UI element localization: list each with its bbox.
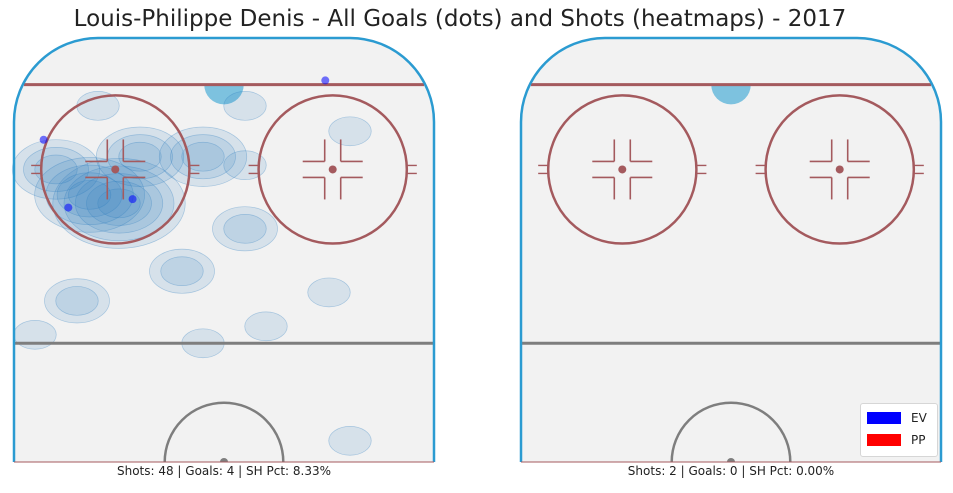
shot-density-contour <box>244 311 288 342</box>
legend-swatch-ev <box>867 412 901 424</box>
shot-density-contour <box>44 278 110 324</box>
shot-density-contour <box>181 141 225 172</box>
shot-density-contour <box>11 139 101 200</box>
shot-density-contour <box>34 157 145 233</box>
rink-surface <box>521 38 941 462</box>
shot-density-contour <box>118 141 162 172</box>
legend-item-ev: EV <box>867 410 927 426</box>
legend-label-pp: PP <box>911 433 926 447</box>
center-circle <box>163 401 285 463</box>
faceoff-dot <box>835 165 844 174</box>
shot-density-contour <box>328 116 372 147</box>
goal-dot <box>39 135 48 144</box>
shot-density-contour <box>63 165 175 242</box>
faceoff-dot <box>618 165 627 174</box>
rink-markings <box>12 36 436 463</box>
chart-title: Louis-Philippe Denis - All Goals (dots) … <box>73 6 847 32</box>
boards <box>12 36 436 462</box>
shot-density-contour <box>223 150 267 180</box>
rink-left <box>11 36 436 463</box>
rink-right <box>519 36 943 463</box>
shot-heatmap <box>11 91 372 456</box>
legend-item-pp: PP <box>867 432 925 448</box>
shot-density-contour <box>160 256 204 286</box>
shot-density-contour <box>74 173 164 234</box>
center-circle <box>670 401 792 463</box>
goal-dot <box>128 195 137 204</box>
goal-dot <box>64 203 73 212</box>
goal-dot <box>321 76 330 85</box>
faceoff-circle <box>39 94 191 245</box>
center-dot <box>220 458 228 462</box>
center-dot <box>727 458 735 462</box>
faceoff-dot <box>111 165 120 174</box>
boards <box>519 36 943 462</box>
shot-density-contour <box>97 188 141 219</box>
ice-surface <box>521 38 941 462</box>
shot-density-contour <box>55 286 99 316</box>
goal-crease <box>711 84 751 105</box>
shot-density-contour <box>149 248 215 294</box>
faceoff-dot <box>328 165 337 174</box>
shot-density-contour <box>13 319 57 350</box>
shot-density-contour <box>307 277 351 308</box>
shot-density-contour <box>223 214 267 244</box>
goal-dots <box>39 76 330 212</box>
shot-density-contour <box>67 180 112 210</box>
faceoff-circle <box>257 94 409 245</box>
faceoff-circle <box>546 94 698 245</box>
faceoff-circle <box>764 94 916 245</box>
caption-left: Shots: 48 | Goals: 4 | SH Pct: 8.33% <box>116 464 332 478</box>
legend-swatch-pp <box>867 434 901 446</box>
goal-crease <box>204 84 244 105</box>
shot-density-contour <box>86 180 152 226</box>
legend-label-ev: EV <box>911 411 927 425</box>
shot-density-contour <box>223 91 267 121</box>
caption-right: Shots: 2 | Goals: 0 | SH Pct: 0.00% <box>627 464 835 478</box>
rink-surface <box>14 38 434 462</box>
rink-markings <box>519 36 943 463</box>
shot-density-contour <box>158 126 248 187</box>
shot-density-contour <box>56 172 123 218</box>
ice-surface <box>14 38 434 462</box>
shot-density-contour <box>23 146 89 192</box>
shot-density-contour <box>328 425 372 456</box>
legend: EV PP <box>860 403 938 457</box>
shot-density-contour <box>212 206 278 252</box>
shot-density-contour <box>52 157 186 249</box>
shot-density-contour <box>34 154 78 185</box>
